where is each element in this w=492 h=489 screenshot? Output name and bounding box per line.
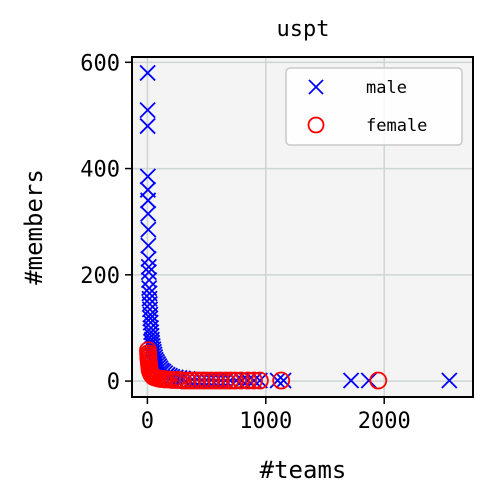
- axis-ticks: 0 1000 2000 0 200 400 600: [80, 51, 410, 434]
- female-point: [232, 371, 250, 390]
- female-point: [192, 371, 211, 390]
- female-point: [250, 371, 269, 390]
- female-point: [226, 371, 244, 390]
- male-point: [245, 372, 263, 389]
- male-point: [140, 271, 158, 289]
- y-axis-label: #members: [20, 169, 48, 285]
- y-tick-label: 400: [80, 158, 120, 183]
- female-point: [197, 371, 216, 390]
- plot-frame: [131, 56, 474, 398]
- legend-male-marker: [308, 79, 324, 95]
- male-point: [275, 372, 292, 389]
- male-point: [140, 258, 157, 275]
- female-point: [211, 371, 230, 390]
- female-point: [178, 371, 197, 390]
- male-point: [139, 205, 157, 222]
- chart-title: uspt: [277, 17, 330, 42]
- male-point: [140, 221, 157, 238]
- male-point: [139, 117, 156, 135]
- legend-female-label: female: [366, 116, 427, 136]
- female-point: [207, 371, 225, 390]
- male-point: [269, 372, 286, 389]
- y-tick-label: 0: [107, 370, 120, 395]
- x-tick-label: 0: [141, 409, 154, 434]
- x-axis-label: #teams: [260, 456, 347, 484]
- male-point: [140, 250, 157, 268]
- legend-male-label: male: [366, 78, 407, 98]
- female-point: [183, 371, 202, 390]
- y-tick-label: 200: [80, 264, 120, 289]
- male-point: [140, 264, 157, 281]
- female-point: [369, 371, 388, 390]
- male-point: [139, 101, 156, 119]
- y-tick-label: 600: [80, 51, 120, 76]
- female-point: [188, 371, 207, 390]
- legend: male female: [285, 67, 463, 146]
- female-point: [221, 371, 240, 390]
- legend-box: [285, 67, 463, 146]
- male-point: [342, 372, 360, 389]
- legend-female-marker: [307, 116, 325, 134]
- x-tick-label: 2000: [358, 409, 411, 434]
- male-point: [140, 237, 157, 254]
- data-points: [139, 64, 458, 390]
- female-point: [239, 371, 257, 390]
- female-point: [174, 371, 192, 390]
- male-point: [139, 64, 156, 82]
- female-point: [272, 371, 291, 390]
- x-tick-label: 1000: [239, 409, 292, 434]
- male-point: [139, 192, 157, 209]
- male-point: [139, 168, 157, 185]
- male-point: [441, 372, 458, 389]
- female-point: [202, 371, 221, 390]
- female-point: [245, 371, 263, 390]
- male-point: [360, 372, 377, 389]
- male-point: [142, 306, 159, 323]
